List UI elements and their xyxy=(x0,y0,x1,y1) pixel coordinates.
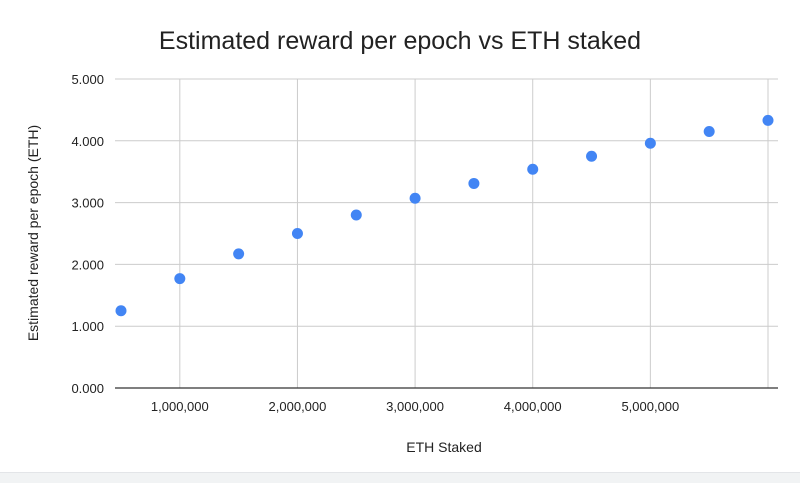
y-tick-label: 2.000 xyxy=(71,257,104,272)
y-tick-label: 3.000 xyxy=(71,196,104,211)
tick-labels: 0.000 1.000 2.000 3.000 4.000 5.000 1,000,000 2… xyxy=(71,72,679,414)
data-point xyxy=(762,114,774,126)
data-point xyxy=(291,228,303,239)
y-tick-label: 5.000 xyxy=(71,72,104,87)
data-point xyxy=(115,305,127,317)
data-point xyxy=(409,192,421,204)
y-tick-label: 4.000 xyxy=(71,134,104,149)
data-point xyxy=(703,126,715,138)
x-tick-label: 1,000,000 xyxy=(151,399,209,414)
bottom-strip xyxy=(0,472,800,483)
data-point xyxy=(468,177,480,189)
y-tick-label: 0.000 xyxy=(71,381,104,396)
chart-title: Estimated reward per epoch vs ETH staked xyxy=(159,27,641,55)
data-point xyxy=(174,273,186,285)
y-tick-label: 1.000 xyxy=(71,319,104,334)
y-axis-label: Estimated reward per epoch (ETH) xyxy=(25,125,41,341)
data-point xyxy=(644,137,656,149)
data-point xyxy=(350,209,362,221)
data-point xyxy=(527,163,539,175)
data-point xyxy=(586,150,598,162)
x-tick-label: 4,000,000 xyxy=(504,399,562,414)
x-tick-label: 5,000,000 xyxy=(621,399,679,414)
x-axis-label: ETH Staked xyxy=(406,439,481,455)
x-tick-label: 3,000,000 xyxy=(386,399,444,414)
gridlines xyxy=(115,78,778,388)
data-points xyxy=(115,114,774,317)
data-point xyxy=(233,248,245,260)
x-tick-label: 2,000,000 xyxy=(269,399,327,414)
